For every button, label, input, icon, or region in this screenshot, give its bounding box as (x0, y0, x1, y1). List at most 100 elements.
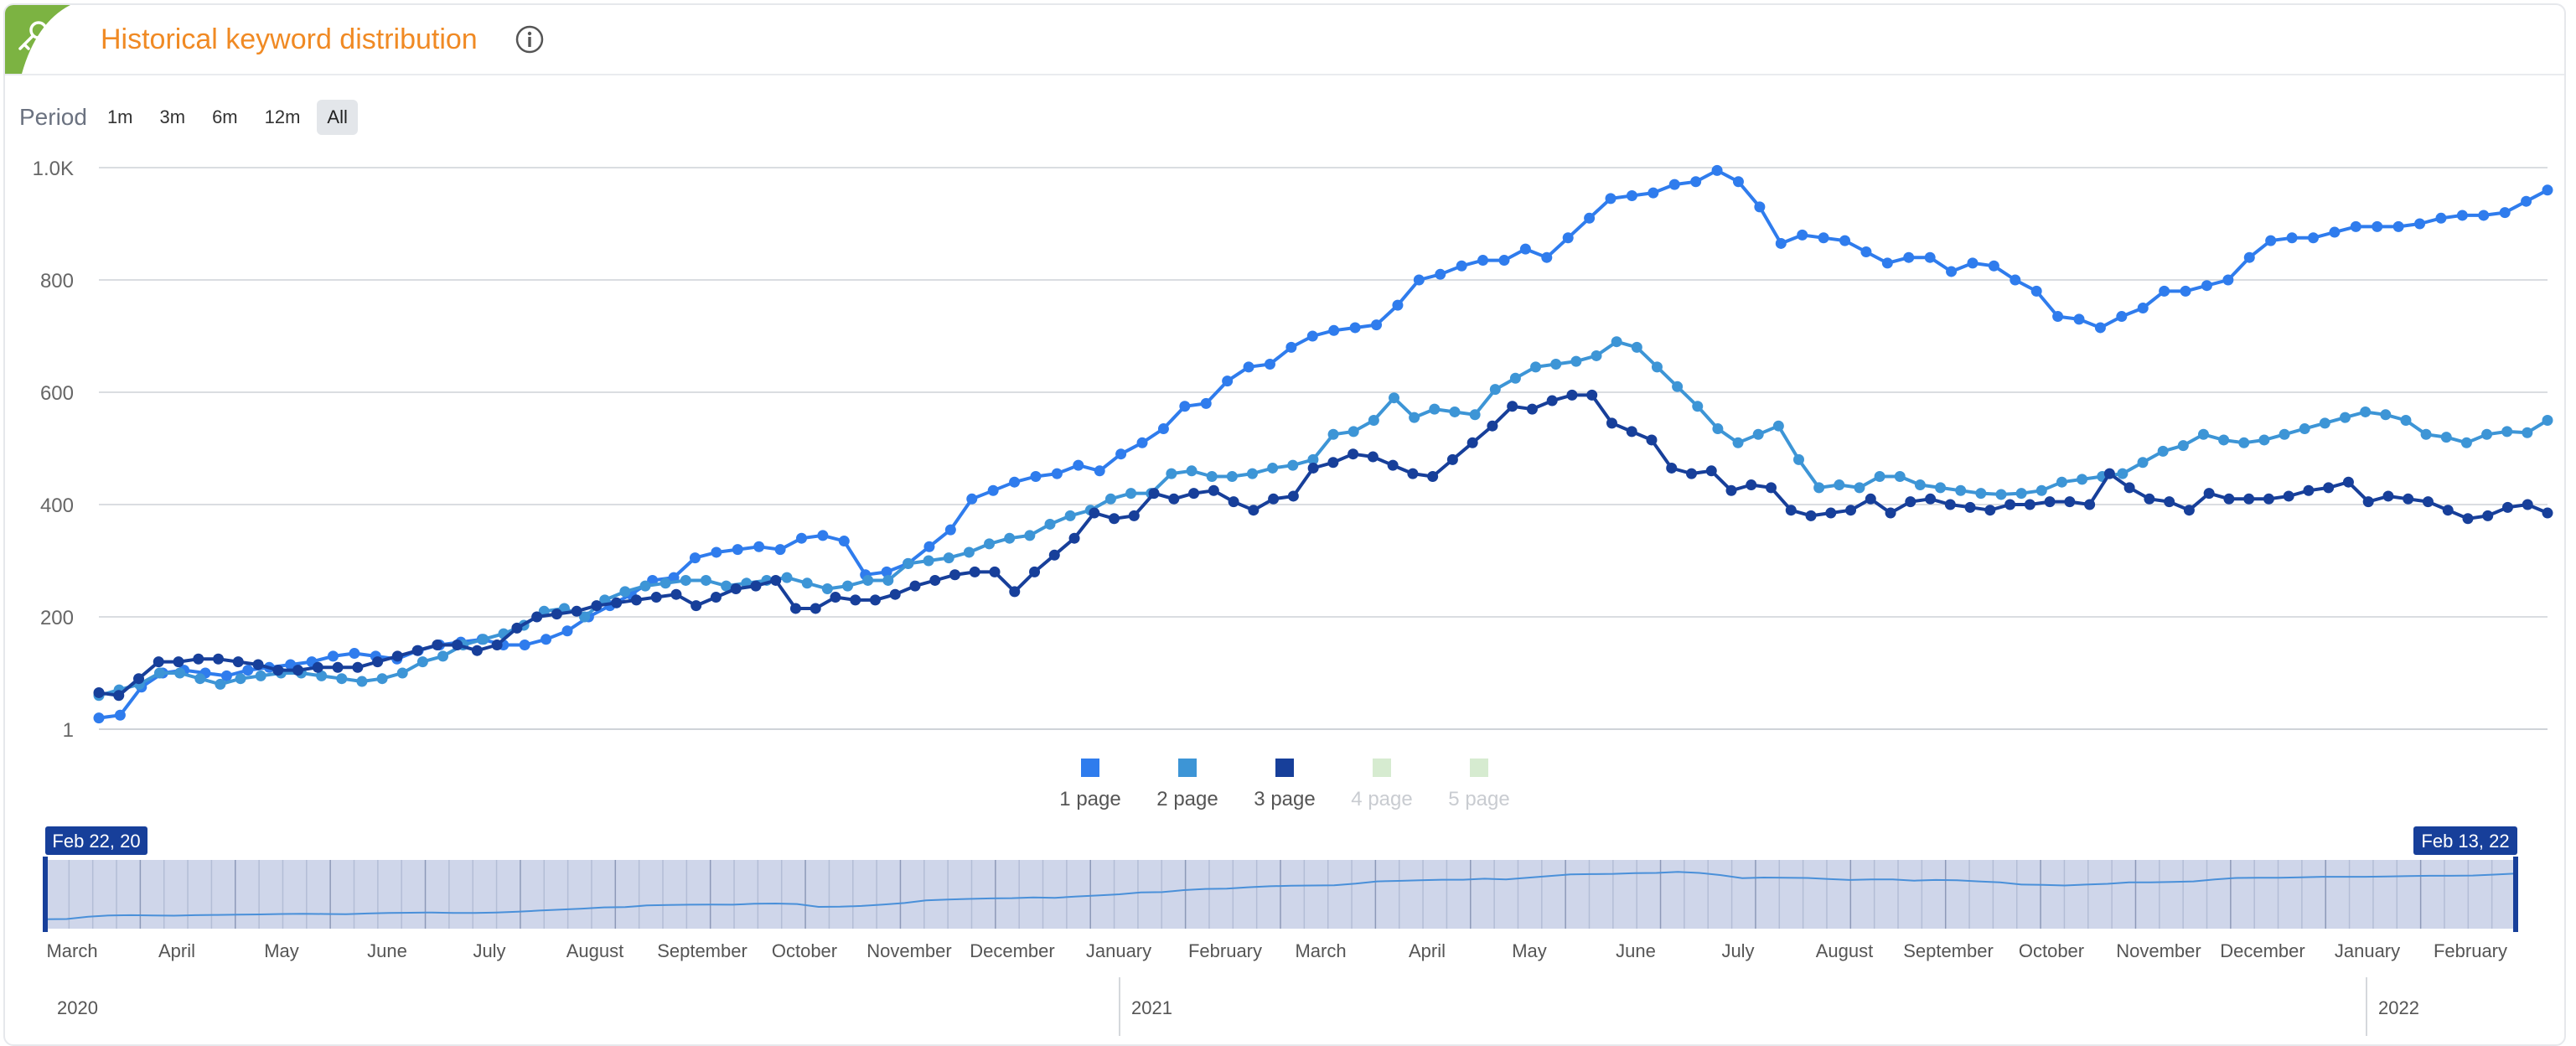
data-point[interactable] (1570, 355, 1582, 367)
data-point[interactable] (810, 603, 821, 614)
data-point[interactable] (2201, 280, 2212, 292)
data-point[interactable] (1267, 462, 1279, 474)
data-point[interactable] (1208, 484, 1219, 496)
data-point[interactable] (2501, 501, 2513, 513)
data-point[interactable] (1389, 392, 1400, 404)
data-point[interactable] (781, 572, 793, 583)
data-point[interactable] (1885, 507, 1896, 519)
data-point[interactable] (2319, 417, 2330, 429)
data-point[interactable] (1845, 505, 1857, 516)
data-point[interactable] (2094, 322, 2106, 334)
data-point[interactable] (491, 640, 503, 650)
data-point[interactable] (2243, 493, 2255, 505)
data-point[interactable] (1051, 468, 1063, 479)
data-point[interactable] (1413, 274, 1425, 286)
data-point[interactable] (194, 673, 206, 685)
data-point[interactable] (2542, 415, 2553, 426)
data-point[interactable] (670, 588, 682, 600)
data-point[interactable] (2542, 184, 2553, 196)
data-point[interactable] (969, 566, 980, 577)
data-point[interactable] (1692, 401, 1704, 412)
data-point[interactable] (173, 656, 184, 668)
data-point[interactable] (1347, 426, 1359, 438)
period-all-button[interactable]: All (317, 100, 358, 135)
data-point[interactable] (1427, 471, 1439, 482)
data-point[interactable] (1226, 471, 1238, 482)
data-point[interactable] (1995, 489, 2007, 500)
data-point[interactable] (1307, 462, 1319, 474)
data-point[interactable] (1029, 566, 1041, 577)
data-point[interactable] (2116, 311, 2128, 323)
data-point[interactable] (153, 667, 165, 679)
data-point[interactable] (2456, 210, 2468, 221)
data-point[interactable] (2144, 493, 2155, 505)
data-point[interactable] (2382, 490, 2394, 502)
data-point[interactable] (2197, 428, 2209, 440)
data-point[interactable] (1967, 257, 1979, 269)
data-point[interactable] (842, 580, 854, 592)
data-point[interactable] (478, 634, 489, 645)
data-point[interactable] (1605, 193, 1616, 205)
data-point[interactable] (882, 574, 894, 586)
legend-item-4[interactable]: 4 page (1351, 759, 1413, 810)
data-point[interactable] (391, 650, 403, 662)
data-point[interactable] (1004, 532, 1016, 544)
data-point[interactable] (753, 541, 765, 552)
data-point[interactable] (1206, 471, 1218, 482)
data-point[interactable] (1775, 237, 1787, 249)
data-point[interactable] (1651, 361, 1663, 373)
data-point[interactable] (416, 656, 428, 668)
data-point[interactable] (966, 493, 978, 505)
data-point[interactable] (1128, 510, 1140, 521)
data-point[interactable] (2522, 427, 2533, 438)
data-point[interactable] (821, 583, 833, 594)
data-point[interactable] (2117, 468, 2129, 479)
data-point[interactable] (1248, 505, 1260, 516)
data-point[interactable] (1044, 518, 1056, 530)
data-point[interactable] (2362, 496, 2374, 508)
data-point[interactable] (1115, 448, 1127, 460)
data-point[interactable] (619, 586, 631, 598)
data-point[interactable] (1805, 510, 1817, 521)
data-point[interactable] (2542, 507, 2553, 519)
legend-item-3[interactable]: 3 page (1254, 759, 1316, 810)
data-point[interactable] (1626, 426, 1637, 438)
data-point[interactable] (1839, 235, 1851, 246)
data-point[interactable] (1772, 420, 1784, 432)
data-point[interactable] (923, 555, 934, 567)
data-point[interactable] (1285, 341, 1297, 353)
data-point[interactable] (531, 611, 543, 623)
data-point[interactable] (2482, 510, 2494, 521)
data-point[interactable] (193, 653, 204, 665)
data-point[interactable] (1104, 493, 1116, 505)
data-point[interactable] (1672, 381, 1684, 392)
data-point[interactable] (1854, 482, 1865, 494)
data-point[interactable] (1328, 324, 1340, 336)
legend-label[interactable]: 3 page (1254, 788, 1315, 810)
data-point[interactable] (1009, 586, 1021, 598)
data-point[interactable] (1825, 507, 1837, 519)
data-point[interactable] (2478, 210, 2490, 221)
data-point[interactable] (2218, 434, 2230, 446)
data-point[interactable] (1766, 482, 1777, 494)
data-point[interactable] (1818, 232, 1829, 244)
data-point[interactable] (1048, 549, 1060, 561)
data-point[interactable] (1746, 479, 1757, 491)
data-point[interactable] (1030, 471, 1042, 482)
data-point[interactable] (730, 583, 742, 594)
data-point[interactable] (93, 712, 105, 724)
data-point[interactable] (2243, 251, 2255, 263)
data-point[interactable] (2203, 488, 2215, 500)
data-point[interactable] (1550, 359, 1562, 370)
data-point[interactable] (1785, 505, 1797, 516)
data-point[interactable] (2044, 496, 2056, 508)
data-point[interactable] (943, 552, 954, 564)
data-point[interactable] (2372, 220, 2383, 232)
data-point[interactable] (153, 656, 164, 668)
data-point[interactable] (1541, 251, 1553, 263)
data-point[interactable] (1477, 255, 1489, 267)
data-point[interactable] (2360, 406, 2372, 417)
data-point[interactable] (1946, 266, 1958, 277)
data-point[interactable] (372, 656, 384, 668)
data-point[interactable] (2283, 490, 2294, 502)
